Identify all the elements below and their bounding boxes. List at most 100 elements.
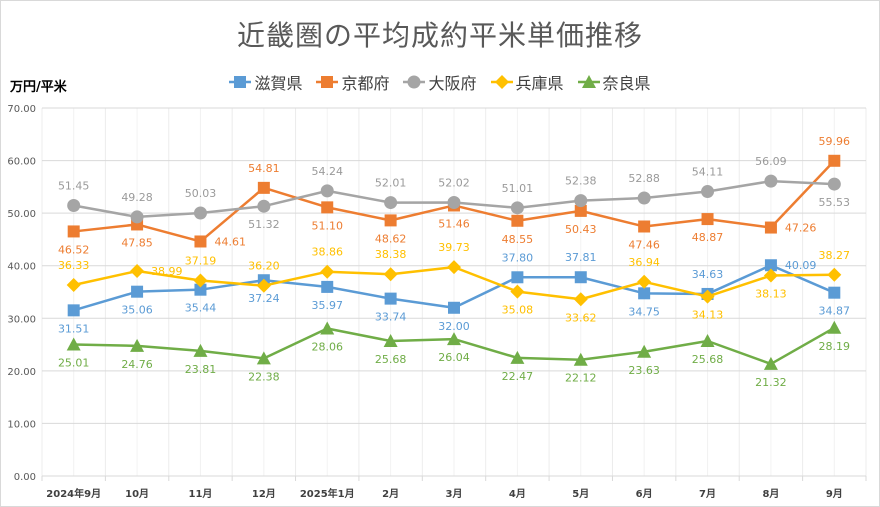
data-label: 35.08	[502, 304, 534, 317]
data-label: 25.01	[58, 357, 90, 370]
data-point-marker	[574, 204, 587, 217]
data-point-marker	[257, 181, 270, 194]
data-point-marker	[763, 356, 778, 370]
data-point-marker	[194, 283, 207, 296]
data-point-marker	[321, 280, 334, 293]
data-point-marker	[511, 271, 524, 284]
data-label: 38.38	[375, 248, 407, 261]
x-tick-label: 11月	[189, 488, 213, 500]
data-point-marker	[257, 199, 271, 213]
data-label: 33.74	[375, 311, 407, 324]
data-point-marker	[638, 287, 651, 300]
data-point-marker	[384, 214, 397, 227]
data-label: 52.01	[375, 177, 407, 190]
data-label: 36.94	[628, 256, 660, 269]
data-label: 35.97	[311, 299, 343, 312]
y-tick-label: 10.00	[7, 419, 36, 430]
series-4: 25.01 24.76 23.81 22.38 28.06 25.68 26.04 22.47…	[58, 320, 850, 389]
data-point-marker	[700, 333, 715, 347]
data-label: 51.10	[311, 219, 343, 232]
legend-marker	[581, 75, 596, 88]
data-label: 49.28	[121, 191, 153, 204]
data-point-marker	[637, 191, 651, 205]
y-tick-label: 50.00	[7, 209, 36, 220]
legend-triangle-icon	[577, 75, 600, 88]
data-label: 38.99	[151, 265, 183, 278]
data-label: 37.24	[248, 292, 280, 305]
data-label: 34.87	[819, 305, 851, 318]
data-label: 55.53	[819, 196, 851, 209]
data-label: 47.26	[785, 222, 817, 235]
data-label: 37.19	[185, 254, 217, 267]
data-point-marker	[320, 321, 335, 335]
data-label: 23.81	[185, 363, 217, 376]
data-point-marker	[574, 271, 587, 284]
x-tick-label: 2024年9月	[46, 487, 101, 500]
chart-title: 近畿圏の平均成約平米単価推移	[236, 19, 643, 52]
data-label: 38.13	[755, 288, 787, 301]
data-label: 37.81	[565, 251, 597, 264]
data-label: 48.87	[692, 231, 724, 244]
data-point-marker	[828, 286, 841, 299]
data-label: 31.51	[58, 322, 90, 335]
legend-label: 奈良県	[602, 74, 651, 93]
data-point-marker	[637, 344, 652, 358]
data-label: 56.09	[755, 155, 787, 168]
legend-marker	[407, 75, 421, 89]
x-tick-label: 9月	[826, 488, 843, 500]
legend-marker	[234, 76, 247, 88]
x-tick-label: 4月	[509, 488, 526, 500]
y-tick-label: 70.00	[7, 104, 36, 115]
data-label: 40.09	[785, 259, 817, 272]
data-point-marker	[510, 284, 525, 299]
data-point-marker	[448, 301, 460, 314]
data-label: 54.81	[248, 162, 280, 175]
x-tick-label: 10月	[125, 488, 149, 500]
data-point-marker	[701, 213, 714, 226]
data-label: 34.63	[692, 268, 724, 281]
legend-marker	[494, 75, 509, 89]
legend-square-icon	[316, 76, 339, 88]
data-label: 32.00	[438, 320, 470, 333]
x-tick-label: 8月	[762, 488, 779, 500]
data-label: 25.68	[692, 353, 724, 366]
data-label: 23.63	[628, 364, 660, 377]
data-label: 50.03	[185, 187, 217, 200]
y-tick-label: 60.00	[7, 157, 36, 168]
x-tick-label: 3月	[446, 488, 463, 500]
data-point-marker	[130, 210, 144, 224]
data-point-marker	[67, 225, 80, 238]
data-label: 35.06	[121, 304, 153, 317]
data-label: 48.55	[502, 233, 534, 246]
data-point-marker	[827, 320, 842, 334]
data-label: 54.11	[692, 166, 724, 179]
data-point-marker	[320, 264, 335, 279]
data-label: 44.61	[214, 235, 246, 248]
data-point-marker	[637, 274, 652, 289]
data-point-marker	[511, 214, 524, 227]
data-point-marker	[66, 278, 81, 293]
data-point-marker	[383, 333, 398, 347]
data-point-marker	[763, 268, 778, 283]
data-point-marker	[66, 337, 81, 351]
data-point-marker	[256, 278, 271, 293]
data-point-marker	[256, 351, 271, 365]
data-label: 46.52	[58, 243, 90, 256]
data-point-marker	[67, 199, 81, 213]
x-tick-label: 7月	[699, 488, 716, 500]
data-point-marker	[700, 289, 715, 304]
data-label: 34.75	[628, 305, 660, 318]
data-label: 22.38	[248, 370, 280, 383]
data-label: 50.43	[565, 223, 597, 236]
legend-item: 大阪府	[403, 70, 477, 94]
data-point-marker	[193, 206, 207, 220]
data-point-marker	[510, 350, 525, 364]
data-point-marker	[701, 185, 715, 199]
data-point-marker	[193, 273, 208, 288]
data-label: 38.27	[819, 249, 851, 262]
legend-label: 京都府	[341, 74, 390, 93]
legend-label: 大阪府	[428, 74, 477, 93]
data-point-marker	[194, 235, 207, 248]
legend-item: 滋賀県	[229, 70, 302, 94]
data-point-marker	[193, 343, 208, 357]
